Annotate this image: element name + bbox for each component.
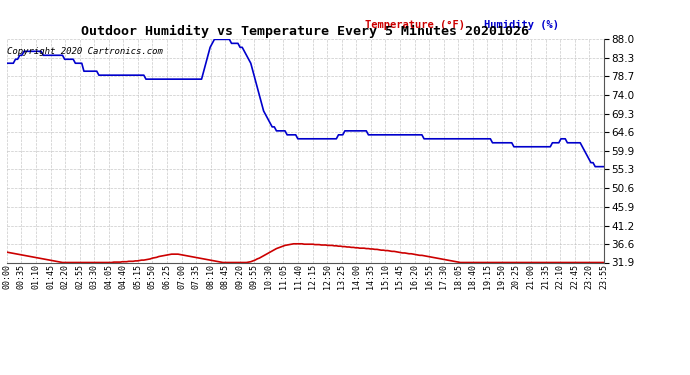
Text: Copyright 2020 Cartronics.com: Copyright 2020 Cartronics.com xyxy=(7,47,163,56)
Text: Temperature (°F): Temperature (°F) xyxy=(365,21,465,30)
Text: Humidity (%): Humidity (%) xyxy=(484,20,560,30)
Title: Outdoor Humidity vs Temperature Every 5 Minutes 20201026: Outdoor Humidity vs Temperature Every 5 … xyxy=(81,25,529,38)
